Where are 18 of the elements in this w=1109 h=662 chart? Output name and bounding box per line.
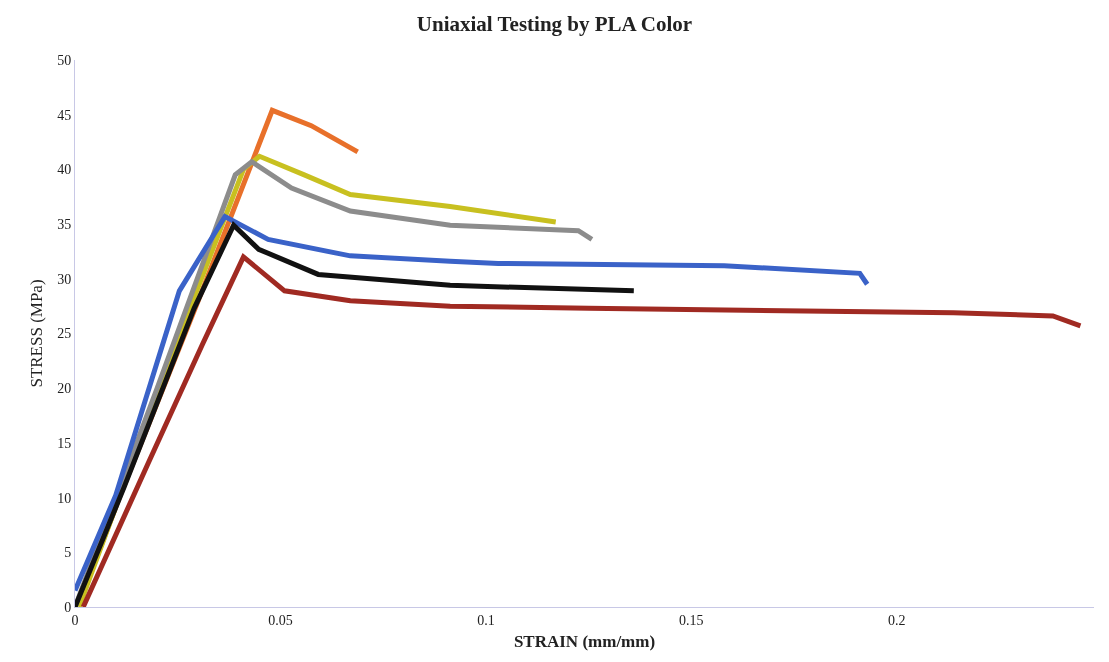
y-tick-label: 10 [57, 490, 72, 506]
y-tick-label: 20 [57, 381, 72, 397]
y-tick-label: 0 [64, 599, 72, 615]
y-tick-label: 5 [64, 545, 72, 561]
y-tick-label: 40 [57, 162, 72, 178]
x-tick-label: 0.15 [679, 612, 704, 628]
x-tick-label: 0.2 [888, 612, 906, 628]
x-tick-label: 0.1 [477, 612, 495, 628]
y-tick-label: 15 [57, 435, 72, 451]
y-tick-label: 25 [57, 326, 72, 342]
x-tick-label: 0.05 [268, 612, 293, 628]
y-tick-label: 30 [57, 271, 72, 287]
y-tick-label: 45 [57, 107, 72, 123]
chart-title: Uniaxial Testing by PLA Color [416, 12, 693, 37]
y-tick-label: 35 [57, 217, 72, 232]
x-axis-title: STRAIN (mm/mm) [513, 632, 656, 652]
y-axis-title: STRESS (MPa) [26, 279, 46, 388]
y-tick-label: 50 [57, 52, 72, 68]
